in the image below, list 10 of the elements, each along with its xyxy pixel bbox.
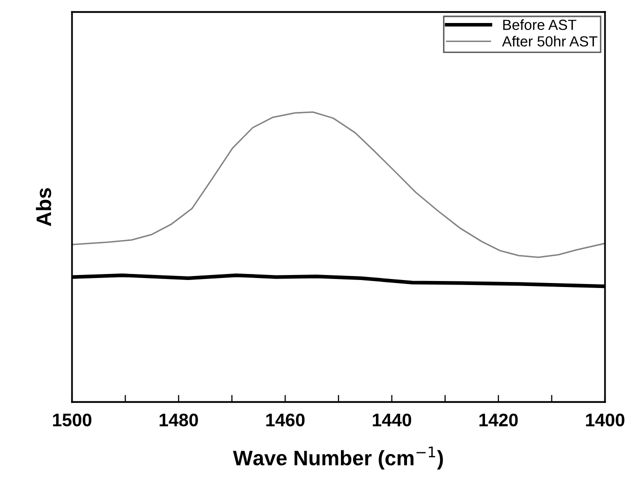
x-tick-label: 1460 — [266, 414, 305, 426]
legend-label: After 50hr AST — [502, 36, 598, 47]
x-tick-label: 1480 — [160, 414, 198, 426]
legend-label: Before AST — [503, 19, 576, 30]
x-tick-label: 1400 — [586, 414, 624, 426]
x-tick-label: 1500 — [53, 414, 92, 426]
x-tick-label: 1440 — [372, 414, 412, 426]
x-tick-label: 1420 — [479, 414, 518, 426]
y-axis-title: Abs — [36, 188, 52, 226]
x-axis-title: Wave Number (cm$^{−1}$) — [233, 446, 443, 470]
